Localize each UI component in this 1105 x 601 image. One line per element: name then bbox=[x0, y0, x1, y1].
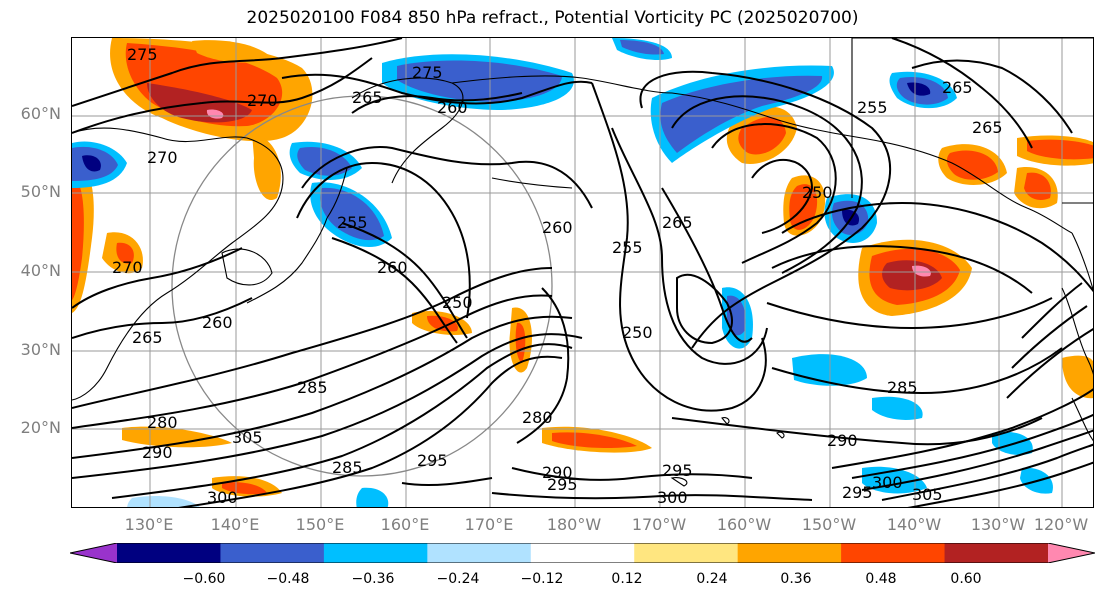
contour-label: 290 bbox=[142, 443, 173, 462]
contour-label: 250 bbox=[622, 323, 653, 342]
contour-label: 275 bbox=[412, 63, 443, 82]
contour-label: 255 bbox=[857, 98, 888, 117]
colorbar-segment bbox=[220, 543, 325, 563]
contour-label: 260 bbox=[542, 218, 573, 237]
contour-label: 300 bbox=[207, 488, 238, 507]
lon-label: 180°W bbox=[546, 515, 602, 534]
colorbar-segment bbox=[737, 543, 842, 563]
contour-label: 300 bbox=[657, 488, 688, 507]
contour-label: 270 bbox=[247, 91, 278, 110]
contour-labels: 275 275 270 270 270 265 265 265 265 265 … bbox=[112, 45, 1003, 507]
colorbar-segment bbox=[323, 543, 428, 563]
lat-label: 50°N bbox=[20, 182, 61, 201]
lon-label: 170°W bbox=[631, 515, 687, 534]
contour-label: 275 bbox=[127, 45, 158, 64]
contour-label: 305 bbox=[912, 485, 943, 504]
lon-label: 130°W bbox=[970, 515, 1026, 534]
colorbar-segment bbox=[427, 543, 532, 563]
contour-label: 265 bbox=[662, 213, 693, 232]
contour-label: 250 bbox=[802, 183, 833, 202]
lat-label: 20°N bbox=[20, 418, 61, 437]
chart-title: 2025020100 F084 850 hPa refract., Potent… bbox=[246, 8, 859, 28]
map-plot: 275 275 270 270 270 265 265 265 265 265 … bbox=[72, 38, 1093, 507]
contour-label: 265 bbox=[352, 88, 383, 107]
colorbar-segment bbox=[634, 543, 739, 563]
colorbar-tick-label: 0.36 bbox=[780, 571, 812, 587]
contour-label: 250 bbox=[442, 293, 473, 312]
lon-label: 140°W bbox=[886, 515, 942, 534]
lon-label: 170°E bbox=[464, 515, 514, 534]
contour-label: 285 bbox=[887, 378, 918, 397]
colorbar-tick-label: −0.12 bbox=[520, 571, 564, 587]
contour-label: 285 bbox=[332, 458, 363, 477]
contour-label: 270 bbox=[147, 148, 178, 167]
lat-label: 40°N bbox=[20, 261, 61, 280]
colorbar-tick-label: 0.48 bbox=[865, 571, 897, 587]
contour-label: 260 bbox=[202, 313, 233, 332]
contour-label: 265 bbox=[972, 118, 1003, 137]
colorbar-tick-label: 0.12 bbox=[611, 571, 643, 587]
contour-label: 295 bbox=[662, 461, 693, 480]
colorbar-segment bbox=[841, 543, 946, 563]
contour-label: 305 bbox=[232, 428, 263, 447]
lon-label: 160°E bbox=[380, 515, 430, 534]
colorbar-tick-label: 0.60 bbox=[950, 571, 982, 587]
lat-label: 60°N bbox=[20, 104, 61, 123]
contour-lines bbox=[72, 38, 1093, 507]
contour-label: 265 bbox=[132, 328, 163, 347]
colorbar-tick-label: 0.24 bbox=[696, 571, 728, 587]
coastlines bbox=[72, 38, 1093, 487]
shaded-anomaly-fields bbox=[72, 38, 1093, 507]
contour-label: 295 bbox=[842, 483, 873, 502]
contour-label: 300 bbox=[872, 473, 903, 492]
colorbar-extension-high bbox=[1048, 543, 1095, 563]
contour-label: 295 bbox=[547, 475, 578, 494]
contour-label: 255 bbox=[337, 213, 368, 232]
lon-label: 140°E bbox=[210, 515, 260, 534]
lon-label: 160°W bbox=[716, 515, 772, 534]
contour-label: 295 bbox=[417, 451, 448, 470]
colorbar-tick-label: −0.60 bbox=[182, 571, 226, 587]
colorbar-segment bbox=[530, 543, 635, 563]
map-panel: 275 275 270 270 270 265 265 265 265 265 … bbox=[71, 37, 1094, 508]
contour-label: 280 bbox=[147, 413, 178, 432]
contour-label: 265 bbox=[942, 78, 973, 97]
contour-label: 290 bbox=[542, 463, 573, 482]
colorbar-tick-label: −0.24 bbox=[436, 571, 480, 587]
colorbar-extension-low bbox=[70, 543, 117, 563]
contour-label: 285 bbox=[297, 378, 328, 397]
contour-label: 260 bbox=[377, 258, 408, 277]
colorbar-segment bbox=[944, 543, 1049, 563]
colorbar bbox=[70, 543, 1095, 563]
lat-label: 30°N bbox=[20, 340, 61, 359]
gridlines bbox=[72, 38, 1093, 507]
contour-label: 290 bbox=[827, 431, 858, 450]
lon-label: 150°E bbox=[295, 515, 345, 534]
contour-label: 270 bbox=[112, 258, 143, 277]
lon-label: 120°W bbox=[1033, 515, 1089, 534]
colorbar-tick-label: −0.36 bbox=[351, 571, 395, 587]
highlight-circle bbox=[171, 95, 553, 477]
lon-label: 130°E bbox=[124, 515, 174, 534]
colorbar-segment bbox=[117, 543, 221, 563]
contour-label: 260 bbox=[437, 98, 468, 117]
colorbar-tick-label: −0.48 bbox=[266, 571, 310, 587]
lon-label: 150°W bbox=[801, 515, 857, 534]
contour-label: 255 bbox=[612, 238, 643, 257]
contour-label: 280 bbox=[522, 408, 553, 427]
